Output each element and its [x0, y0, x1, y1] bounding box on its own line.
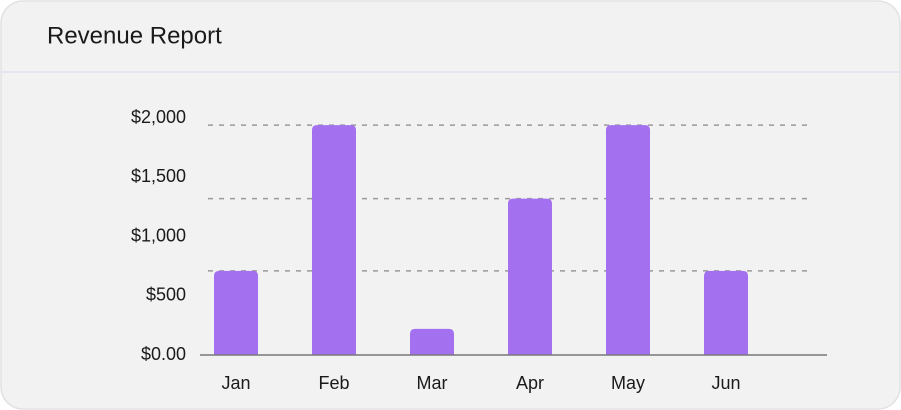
- bar: [410, 328, 454, 355]
- x-tick-label: Jun: [711, 373, 740, 393]
- chart-title: Revenue Report: [47, 22, 222, 49]
- y-tick-label: $2,000: [131, 107, 186, 127]
- y-tick-label: $0.00: [141, 344, 186, 364]
- bar: [214, 270, 258, 355]
- x-tick-label: May: [611, 373, 645, 393]
- x-tick-label: Feb: [318, 373, 349, 393]
- bar: [508, 198, 552, 355]
- bar: [704, 270, 748, 355]
- x-tick-label: Jan: [221, 373, 250, 393]
- bar: [606, 125, 650, 355]
- y-tick-label: $500: [146, 285, 186, 305]
- x-tick-label: Apr: [516, 373, 544, 393]
- bar: [312, 125, 356, 355]
- y-tick-label: $1,500: [131, 166, 186, 186]
- y-tick-label: $1,000: [131, 225, 186, 245]
- x-tick-label: Mar: [417, 373, 448, 393]
